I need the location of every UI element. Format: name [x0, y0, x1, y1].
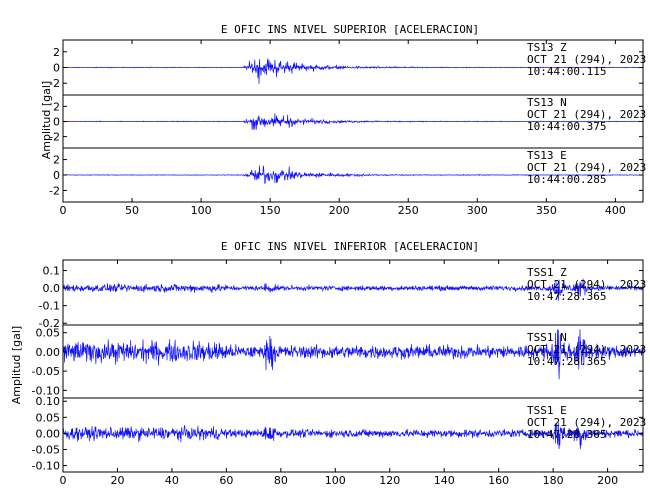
y-tick-label: -0.10: [32, 460, 60, 473]
station-label: TSS1 Z: [527, 266, 567, 279]
y-tick-label: 0.10: [36, 395, 61, 408]
panel-frame: [62, 397, 644, 473]
station-label: TS13 Z: [527, 41, 567, 54]
waveform-trace: [63, 422, 643, 449]
top-chart-ylabel: Amplitud [gal]: [40, 81, 53, 159]
y-tick-label: -0.1: [39, 300, 60, 313]
x-tick-label: 100: [325, 474, 346, 487]
date-label: OCT 21 (294), 2023: [527, 108, 646, 121]
date-label: OCT 21 (294), 2023: [527, 53, 646, 66]
x-tick-label: 250: [398, 204, 419, 217]
y-tick-label: -0.05: [32, 365, 60, 378]
time-label: 10:47:28.365: [527, 290, 606, 303]
y-tick-label: 0: [53, 62, 60, 75]
waveform-trace: [63, 165, 643, 185]
time-label: 10:47:28.365: [527, 355, 606, 368]
date-label: OCT 21 (294), 2023: [527, 278, 646, 291]
x-tick-label: 100: [191, 204, 212, 217]
x-tick-label: 200: [597, 474, 618, 487]
y-tick-label: 2: [53, 100, 60, 113]
x-tick-label: 400: [605, 204, 626, 217]
x-tick-label: 120: [379, 474, 400, 487]
time-label: 10:47:28.365: [527, 428, 606, 441]
station-label: TS13 E: [527, 149, 567, 162]
x-tick-label: 50: [125, 204, 139, 217]
y-tick-label: 0.05: [36, 411, 61, 424]
waveform-trace: [63, 58, 643, 84]
date-label: OCT 21 (294), 2023: [527, 416, 646, 429]
y-tick-label: -0.05: [32, 443, 60, 456]
time-label: 10:44:00.375: [527, 120, 606, 133]
waveform-trace: [63, 329, 643, 380]
waveform-trace: [63, 278, 643, 301]
station-label: TS13 N: [527, 96, 567, 109]
y-tick-label: -0.2: [39, 317, 60, 330]
waveform-trace: [63, 113, 643, 130]
x-tick-label: 0: [60, 474, 67, 487]
y-tick-label: 0.0: [43, 282, 61, 295]
x-tick-label: 20: [110, 474, 124, 487]
x-tick-label: 80: [274, 474, 288, 487]
date-label: OCT 21 (294), 2023: [527, 343, 646, 356]
x-tick-label: 180: [543, 474, 564, 487]
top-chart-title: E OFIC INS NIVEL SUPERIOR [ACELERACION]: [221, 23, 479, 36]
y-tick-label: 0: [53, 116, 60, 129]
date-label: OCT 21 (294), 2023: [527, 161, 646, 174]
bottom-chart-title: E OFIC INS NIVEL INFERIOR [ACELERACION]: [221, 240, 479, 253]
station-label: TSS1 N: [527, 331, 567, 344]
time-label: 10:44:00.285: [527, 173, 606, 186]
station-label: TSS1 E: [527, 404, 567, 417]
y-tick-label: 2: [53, 46, 60, 59]
x-tick-label: 200: [329, 204, 350, 217]
y-tick-label: 0.1: [43, 265, 61, 278]
x-tick-label: 160: [488, 474, 509, 487]
x-tick-label: 0: [60, 204, 67, 217]
bottom-chart-ylabel: Amplitud [gal]: [10, 326, 23, 404]
x-tick-label: 60: [219, 474, 233, 487]
y-tick-label: 0.05: [36, 327, 61, 340]
x-tick-label: 150: [260, 204, 281, 217]
time-label: 10:44:00.115: [527, 65, 606, 78]
x-tick-label: 350: [536, 204, 557, 217]
y-tick-label: -2: [49, 77, 60, 90]
y-tick-label: -2: [49, 184, 60, 197]
x-tick-label: 40: [165, 474, 179, 487]
y-tick-label: 0.00: [36, 346, 61, 359]
y-tick-label: 0.00: [36, 427, 61, 440]
x-tick-label: 300: [467, 204, 488, 217]
y-tick-label: -2: [49, 131, 60, 144]
y-tick-label: -0.10: [32, 384, 60, 397]
y-tick-label: 0: [53, 169, 60, 182]
y-tick-label: 2: [53, 154, 60, 167]
x-tick-label: 140: [434, 474, 455, 487]
